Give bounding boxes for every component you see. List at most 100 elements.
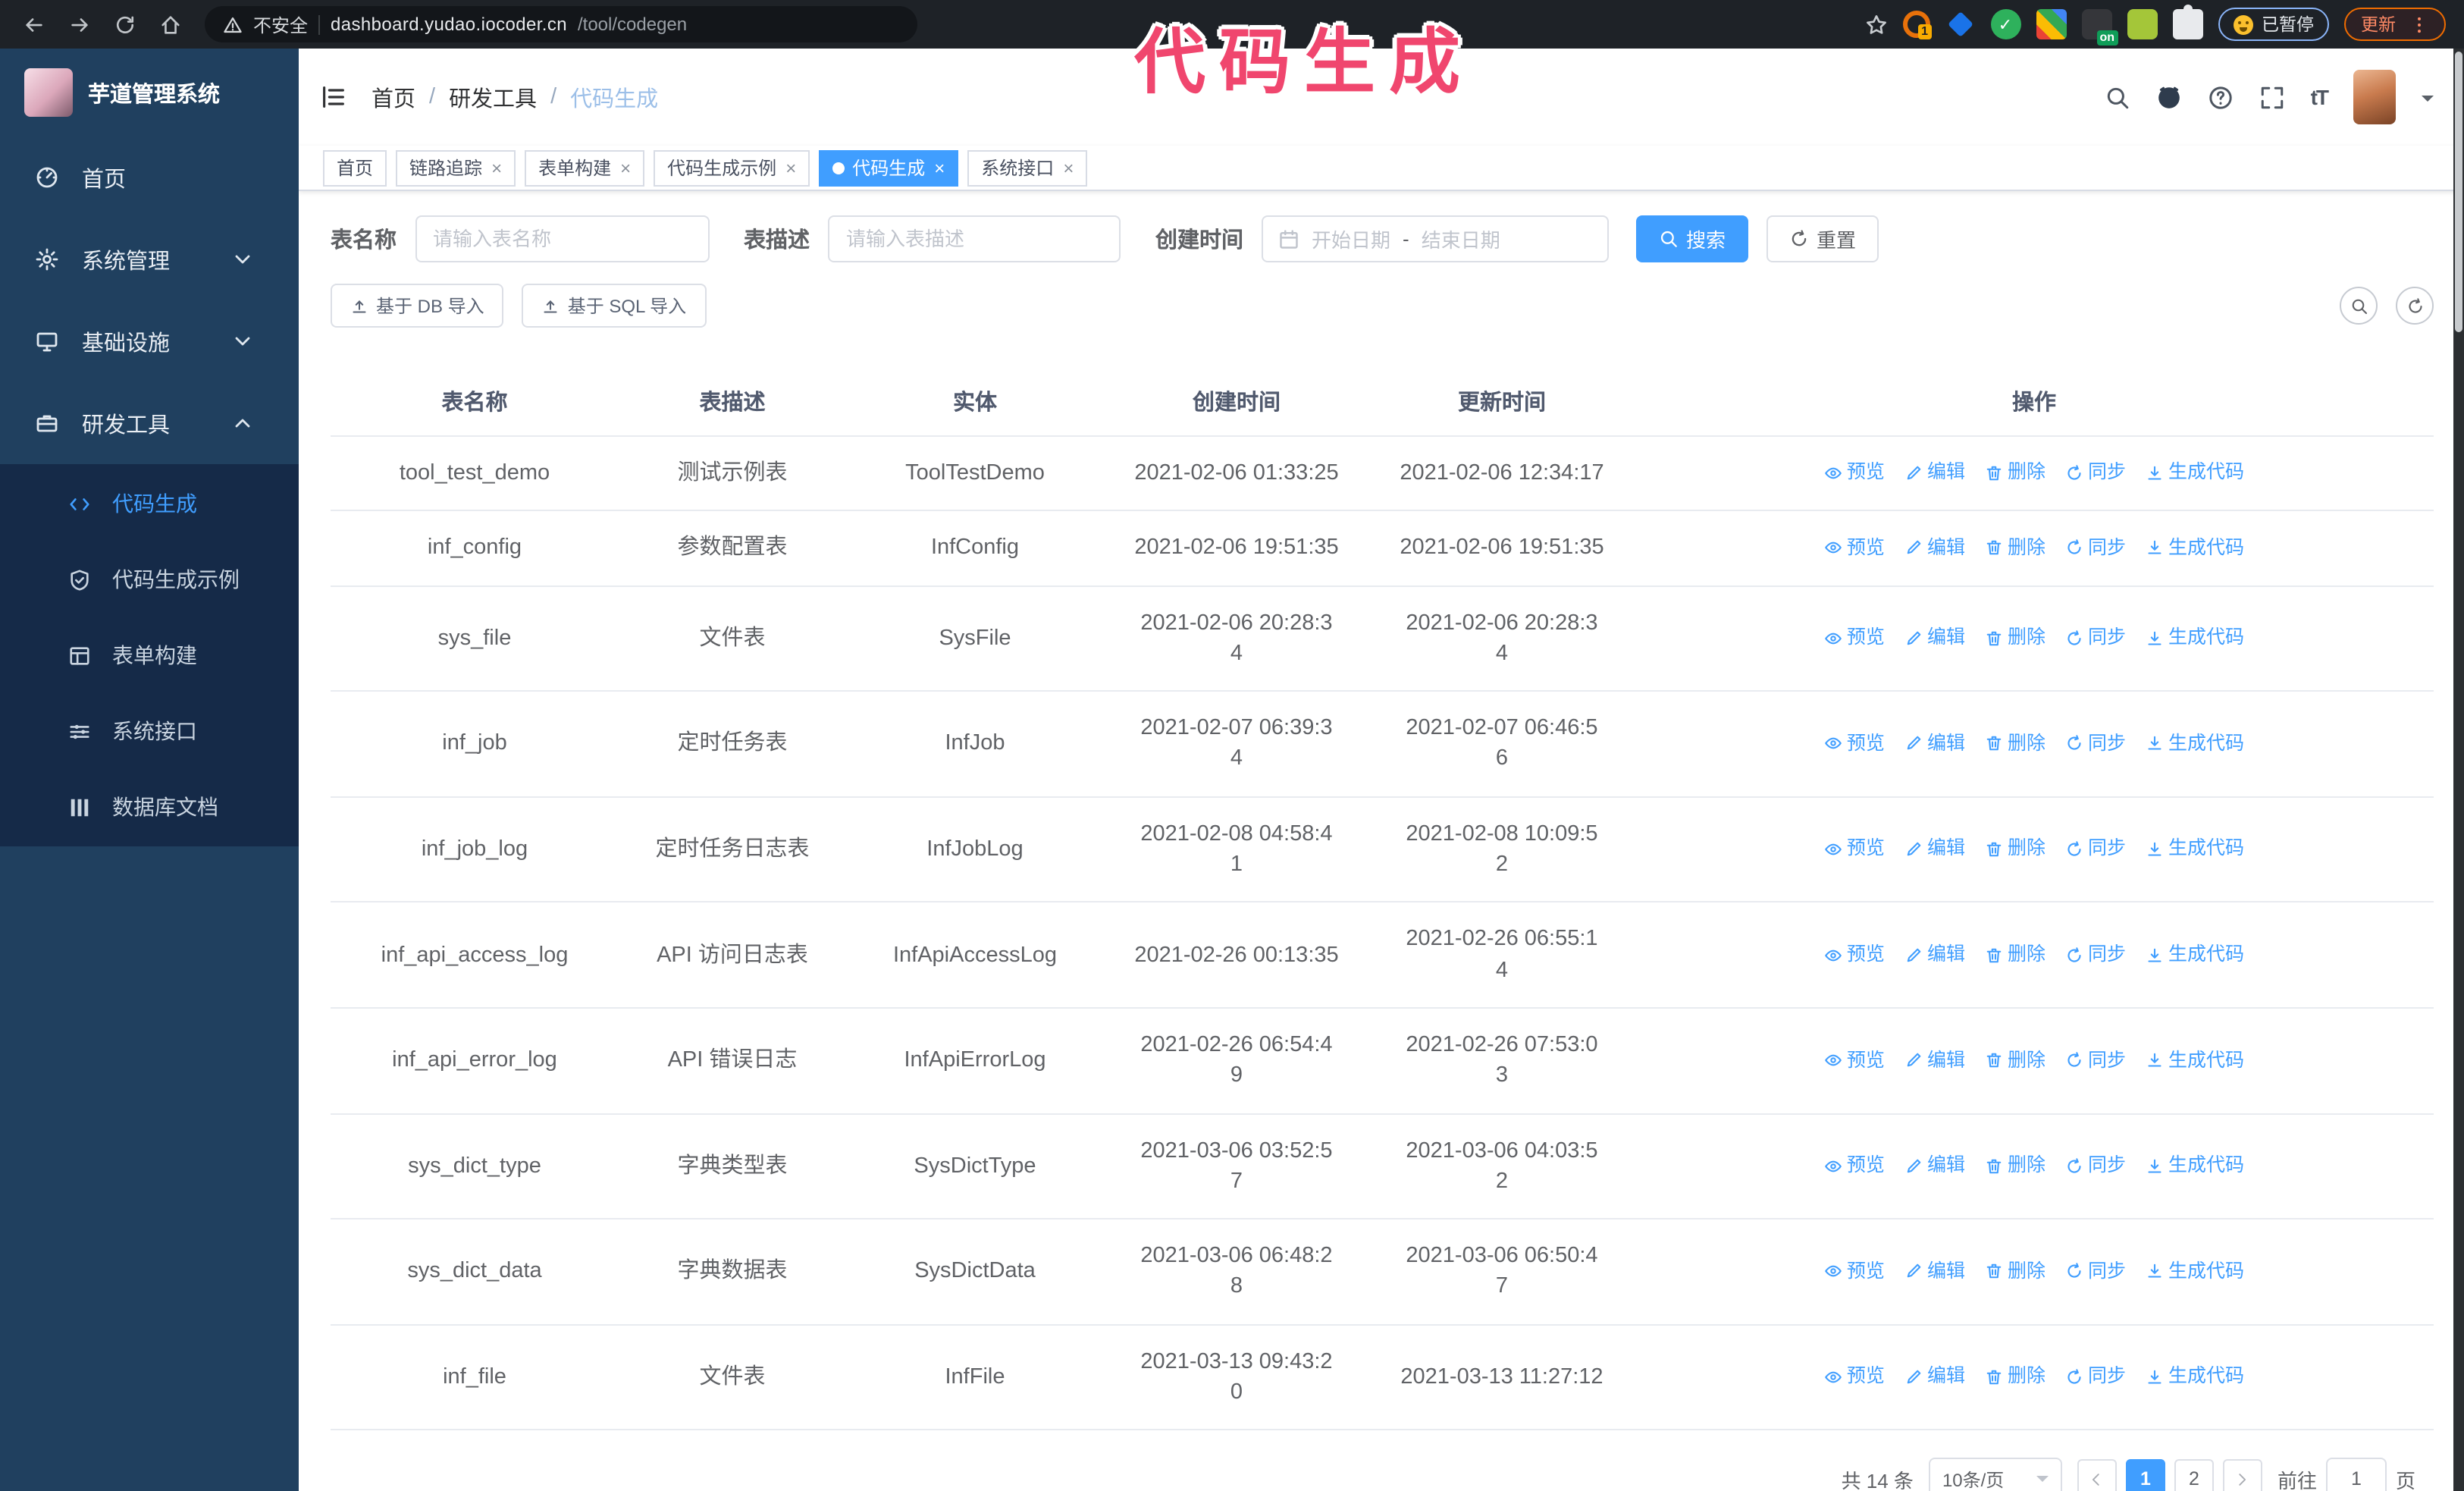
tab-5[interactable]: 代码生成 ×	[819, 149, 959, 186]
refresh-table-button[interactable]	[2396, 287, 2434, 325]
sync-link[interactable]: 同步	[2065, 1258, 2126, 1285]
preview-link[interactable]: 预览	[1824, 1047, 1885, 1074]
browser-menu-icon[interactable]	[2409, 14, 2429, 34]
delete-link[interactable]: 删除	[1985, 1153, 2045, 1179]
page-size-select[interactable]: 10条/页	[1928, 1458, 2062, 1491]
chevron-down-icon[interactable]	[2422, 95, 2434, 107]
reload-icon[interactable]	[114, 13, 136, 36]
generate-code-link[interactable]: 生成代码	[2146, 460, 2244, 487]
scrollbar[interactable]	[2453, 49, 2464, 1491]
ext-gem-blue-icon[interactable]	[1945, 9, 1975, 39]
db-import-button[interactable]: 基于 DB 导入	[331, 284, 504, 328]
font-size-icon[interactable]: tT	[2310, 85, 2329, 109]
delete-link[interactable]: 删除	[1985, 942, 2045, 968]
bookmark-star-icon[interactable]	[1864, 13, 1887, 36]
sql-import-button[interactable]: 基于 SQL 导入	[522, 284, 707, 328]
edit-link[interactable]: 编辑	[1904, 1364, 1965, 1391]
delete-link[interactable]: 删除	[1985, 1258, 2045, 1285]
table-name-input[interactable]	[415, 215, 709, 262]
generate-code-link[interactable]: 生成代码	[2146, 535, 2244, 561]
github-icon[interactable]	[2156, 84, 2182, 110]
tab-1[interactable]: 首页	[323, 149, 387, 186]
ext-circle-orange-icon[interactable]: 1	[1902, 11, 1931, 39]
tab-4[interactable]: 代码生成示例 ×	[654, 149, 810, 186]
ext-puzzle-icon[interactable]	[2172, 5, 2202, 39]
sidebar-item-4[interactable]: 研发工具	[0, 382, 299, 464]
sync-link[interactable]: 同步	[2065, 1047, 2126, 1074]
goto-page-input[interactable]	[2325, 1458, 2387, 1491]
reset-button[interactable]: 重置	[1766, 215, 1879, 262]
generate-code-link[interactable]: 生成代码	[2146, 1153, 2244, 1179]
ext-android-green-icon[interactable]	[2127, 9, 2157, 39]
paused-badge[interactable]: 已暂停	[2218, 8, 2329, 41]
preview-link[interactable]: 预览	[1824, 730, 1885, 757]
update-button[interactable]: 更新	[2344, 8, 2446, 41]
preview-link[interactable]: 预览	[1824, 625, 1885, 651]
delete-link[interactable]: 删除	[1985, 1047, 2045, 1074]
edit-link[interactable]: 编辑	[1904, 535, 1965, 561]
sync-link[interactable]: 同步	[2065, 625, 2126, 651]
sync-link[interactable]: 同步	[2065, 1153, 2126, 1179]
date-range-picker[interactable]: 开始日期 - 结束日期	[1262, 215, 1609, 262]
sidebar-item-3[interactable]: 基础设施	[0, 300, 299, 382]
preview-link[interactable]: 预览	[1824, 1364, 1885, 1391]
sidebar-subitem-5[interactable]: 数据库文档	[0, 769, 299, 845]
tab-3[interactable]: 表单构建 ×	[525, 149, 645, 186]
tab-2[interactable]: 链路追踪 ×	[396, 149, 516, 186]
fullscreen-icon[interactable]	[2259, 84, 2285, 110]
generate-code-link[interactable]: 生成代码	[2146, 1364, 2244, 1391]
sync-link[interactable]: 同步	[2065, 1364, 2126, 1391]
edit-link[interactable]: 编辑	[1904, 1258, 1965, 1285]
breadcrumb-home[interactable]: 首页	[371, 87, 415, 111]
edit-link[interactable]: 编辑	[1904, 730, 1965, 757]
next-page-button[interactable]	[2222, 1459, 2262, 1491]
sidebar-subitem-4[interactable]: 系统接口	[0, 693, 299, 769]
sync-link[interactable]: 同步	[2065, 837, 2126, 863]
close-icon[interactable]: ×	[934, 157, 945, 178]
forward-icon[interactable]	[68, 13, 91, 36]
prev-page-button[interactable]	[2077, 1459, 2117, 1491]
preview-link[interactable]: 预览	[1824, 1153, 1885, 1179]
address-bar[interactable]: 不安全 dashboard.yudao.iocoder.cn/tool/code…	[205, 6, 917, 42]
sidebar-subitem-2[interactable]: 代码生成示例	[0, 541, 299, 617]
close-icon[interactable]: ×	[491, 157, 503, 178]
sidebar-subitem-3[interactable]: 表单构建	[0, 617, 299, 693]
delete-link[interactable]: 删除	[1985, 625, 2045, 651]
sidebar-item-1[interactable]: 首页	[0, 137, 299, 218]
toggle-search-button[interactable]	[2340, 287, 2378, 325]
search-button[interactable]: 搜索	[1636, 215, 1749, 262]
page-button-1[interactable]: 1	[2125, 1459, 2165, 1491]
back-icon[interactable]	[23, 13, 45, 36]
close-icon[interactable]: ×	[785, 157, 797, 178]
edit-link[interactable]: 编辑	[1904, 460, 1965, 487]
sync-link[interactable]: 同步	[2065, 460, 2126, 487]
page-button-2[interactable]: 2	[2174, 1459, 2214, 1491]
preview-link[interactable]: 预览	[1824, 837, 1885, 863]
sidebar-subitem-1[interactable]: 代码生成	[0, 466, 299, 541]
close-icon[interactable]: ×	[620, 157, 632, 178]
edit-link[interactable]: 编辑	[1904, 625, 1965, 651]
preview-link[interactable]: 预览	[1824, 460, 1885, 487]
preview-link[interactable]: 预览	[1824, 1258, 1885, 1285]
search-icon[interactable]	[2105, 84, 2130, 110]
edit-link[interactable]: 编辑	[1904, 837, 1965, 863]
avatar[interactable]	[2353, 70, 2396, 124]
sync-link[interactable]: 同步	[2065, 942, 2126, 968]
delete-link[interactable]: 删除	[1985, 730, 2045, 757]
generate-code-link[interactable]: 生成代码	[2146, 837, 2244, 863]
collapse-menu-icon[interactable]	[320, 83, 347, 111]
home-icon[interactable]	[159, 13, 182, 36]
generate-code-link[interactable]: 生成代码	[2146, 942, 2244, 968]
preview-link[interactable]: 预览	[1824, 535, 1885, 561]
delete-link[interactable]: 删除	[1985, 1364, 2045, 1391]
sync-link[interactable]: 同步	[2065, 535, 2126, 561]
edit-link[interactable]: 编辑	[1904, 1047, 1965, 1074]
generate-code-link[interactable]: 生成代码	[2146, 730, 2244, 757]
generate-code-link[interactable]: 生成代码	[2146, 625, 2244, 651]
app-logo-row[interactable]: 芋道管理系统	[0, 49, 299, 137]
ext-onetab-icon[interactable]: on	[2081, 9, 2118, 46]
close-icon[interactable]: ×	[1063, 157, 1074, 178]
delete-link[interactable]: 删除	[1985, 837, 2045, 863]
breadcrumb-parent[interactable]: 研发工具	[449, 87, 538, 111]
generate-code-link[interactable]: 生成代码	[2146, 1258, 2244, 1285]
